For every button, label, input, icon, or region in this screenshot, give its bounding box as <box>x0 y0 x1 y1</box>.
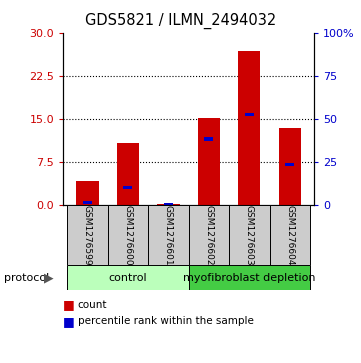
Bar <box>123 186 132 189</box>
Bar <box>270 205 310 265</box>
Text: percentile rank within the sample: percentile rank within the sample <box>78 316 253 326</box>
Bar <box>83 201 92 204</box>
Bar <box>108 205 148 265</box>
Text: ■: ■ <box>63 298 75 311</box>
Bar <box>189 265 310 290</box>
Bar <box>198 118 220 205</box>
Bar <box>148 205 189 265</box>
Bar <box>238 51 260 205</box>
Bar <box>117 143 139 205</box>
Text: ▶: ▶ <box>44 271 53 284</box>
Bar <box>189 205 229 265</box>
Bar <box>157 204 179 205</box>
Text: GSM1276602: GSM1276602 <box>204 205 213 265</box>
Bar <box>76 181 99 205</box>
Text: count: count <box>78 300 107 310</box>
Text: control: control <box>109 273 147 283</box>
Text: GSM1276599: GSM1276599 <box>83 205 92 265</box>
Bar <box>67 205 108 265</box>
Bar <box>204 138 213 140</box>
Bar <box>285 163 294 167</box>
Text: myofibroblast depletion: myofibroblast depletion <box>183 273 316 283</box>
Bar <box>245 113 254 116</box>
Text: ■: ■ <box>63 315 75 328</box>
Bar <box>229 205 270 265</box>
Text: GSM1276601: GSM1276601 <box>164 205 173 265</box>
Text: GSM1276600: GSM1276600 <box>123 205 132 265</box>
Text: GSM1276604: GSM1276604 <box>285 205 294 265</box>
Text: GDS5821 / ILMN_2494032: GDS5821 / ILMN_2494032 <box>85 13 276 29</box>
Text: protocol: protocol <box>4 273 49 283</box>
Bar <box>164 203 173 206</box>
Bar <box>67 265 189 290</box>
Text: GSM1276603: GSM1276603 <box>245 205 254 265</box>
Bar <box>279 127 301 205</box>
